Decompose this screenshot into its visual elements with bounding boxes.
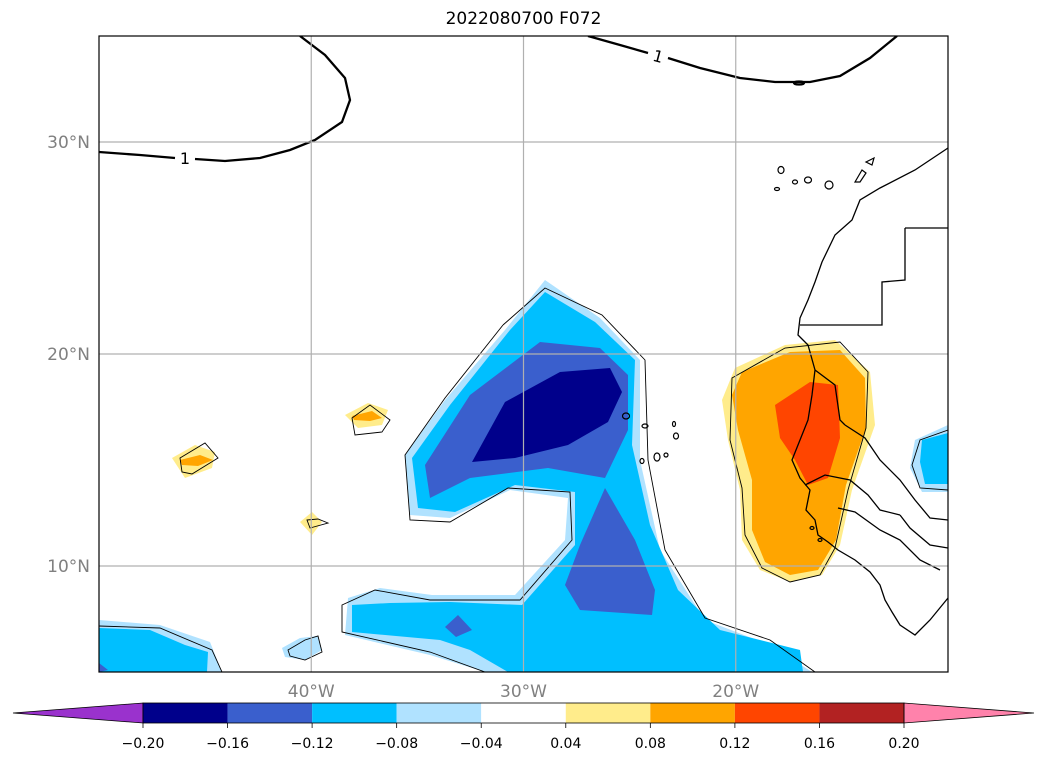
bold-contours	[99, 36, 898, 163]
thin-contour-blob-c	[306, 518, 330, 529]
y-tick-label-2: 30°N	[47, 133, 90, 153]
colorbar-tick-label-8: 0.16	[804, 736, 835, 752]
bold-contour-small-loop	[792, 80, 806, 86]
thin-contour-blob-b	[351, 404, 391, 436]
thin-contour-central	[502, 287, 816, 672]
coastlines	[791, 147, 948, 636]
capeverde-island-1	[621, 412, 631, 420]
x-tick-label-2: 20°W	[712, 682, 759, 702]
colorbar-segment-0	[143, 703, 228, 723]
colorbar-tick-label-2: −0.12	[291, 736, 334, 752]
canary-island-5	[853, 169, 867, 183]
canary-island-2	[791, 179, 799, 185]
colorbar-tick-label-5: 0.04	[550, 736, 581, 752]
colorbar-segment-1	[227, 703, 313, 723]
bissagos-island-2	[809, 525, 815, 531]
canary-island-7	[773, 186, 781, 192]
border-guinea	[837, 507, 941, 571]
colorbar-tick-label-1: −0.16	[206, 736, 249, 752]
chart-title: 2022080700 F072	[445, 9, 602, 29]
colorbar-tick-label-9: 0.20	[888, 736, 919, 752]
thin-contour-east	[729, 341, 869, 583]
shading-royal-blue-spot	[445, 615, 472, 637]
capeverde-island-7	[639, 457, 645, 465]
canary-island-1	[777, 165, 785, 175]
colorbar-segment-3	[396, 703, 482, 723]
capeverde-island-2	[641, 423, 649, 429]
border-mali	[899, 514, 948, 549]
shading-sky-blue-sw	[99, 628, 208, 672]
shading-orange-blob-b	[352, 411, 382, 421]
x-tick-label-1: 30°W	[500, 682, 547, 702]
bold-contour-north	[587, 36, 898, 84]
colorbar-segment-7	[734, 703, 820, 723]
shading-navy-core	[472, 368, 622, 462]
colorbar-extend-low	[12, 702, 144, 724]
border-senegal	[804, 474, 901, 516]
thin-contour-small	[287, 635, 323, 661]
colorbar-tick-label-3: −0.08	[375, 736, 418, 752]
y-tick-label-1: 20°N	[47, 345, 90, 365]
colorbar: −0.20 −0.16 −0.12 −0.08 −0.04 0.04 0.08 0.12 0.1…	[12, 702, 1035, 752]
contour-label-north: 1	[651, 46, 666, 67]
shading-royal-blue-south	[565, 488, 655, 615]
border-west-sahara	[800, 228, 906, 326]
colorbar-tick-label-7: 0.12	[719, 736, 750, 752]
canary-island-3	[803, 176, 813, 184]
africa-coastline	[791, 147, 948, 636]
plot-frame	[98, 35, 949, 673]
colorbar-segment-8	[819, 703, 904, 723]
thin-contour-east-edge	[911, 429, 948, 491]
colorbar-extend-high	[903, 702, 1035, 724]
x-tick-label-0: 40°W	[288, 682, 335, 702]
canary-island-6	[864, 156, 875, 166]
axis-tick-labels: 40°W 30°W 20°W 10°N 20°N 30°N	[47, 133, 759, 702]
thin-contour-sw	[99, 625, 223, 672]
border-mauritania-east	[844, 424, 948, 521]
colorbar-segment-5	[565, 703, 651, 723]
shading-royal-blue-sw	[99, 663, 108, 672]
bold-contour-labels: 1 1	[180, 46, 666, 168]
shading-orange-red-core	[775, 382, 840, 485]
thin-contour-central-west	[341, 324, 573, 672]
thin-contour-blob-a	[179, 442, 219, 475]
contour-label-northwest: 1	[180, 149, 190, 168]
capeverde-island-5	[653, 452, 661, 462]
colorbar-segment-2	[312, 703, 397, 723]
capeverde-island-6	[663, 452, 669, 458]
thin-contour-lines	[99, 287, 948, 672]
capeverde-island-4	[672, 432, 680, 440]
bold-contour-northwest	[99, 36, 352, 163]
shading-orange-blob-a	[180, 455, 213, 466]
colorbar-frame	[142, 702, 905, 724]
border-interior	[814, 369, 846, 426]
colorbar-tick-label-4: −0.04	[460, 736, 503, 752]
capeverde-island-3	[671, 420, 677, 428]
colorbar-segment-4	[481, 703, 566, 723]
islands	[621, 156, 875, 543]
grid-lines	[99, 36, 948, 672]
shading-light-blue-small	[282, 636, 322, 660]
canary-island-4	[824, 180, 834, 190]
colorbar-segment-6	[650, 703, 735, 723]
bissagos-island-1	[817, 537, 823, 543]
colorbar-tick-label-0: −0.20	[122, 736, 165, 752]
colorbar-tick-label-6: 0.08	[635, 736, 666, 752]
shading-sky-blue-central	[352, 292, 803, 672]
y-tick-label-0: 10°N	[47, 557, 90, 577]
shading-sky-blue-east	[920, 433, 948, 484]
